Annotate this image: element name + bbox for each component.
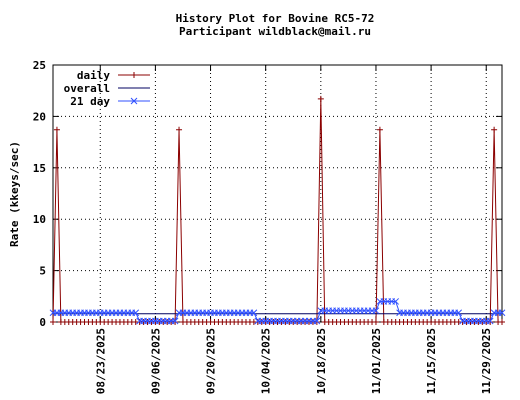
point-marker [53, 126, 60, 133]
x-tick-label: 11/01/2025 [370, 328, 383, 394]
x-tick-label: 10/18/2025 [315, 328, 328, 394]
chart-subtitle: Participant wildblack@mail.ru [179, 25, 371, 38]
x-tick-label: 10/04/2025 [260, 328, 273, 394]
point-marker [171, 317, 179, 325]
x-tick-label: 09/20/2025 [205, 328, 218, 394]
chart-title: History Plot for Bovine RC5-72 [176, 12, 375, 25]
point-marker [250, 309, 258, 317]
y-tick-label: 10 [33, 213, 46, 226]
x-tick-label: 11/15/2025 [425, 328, 438, 394]
legend-label: daily [77, 69, 110, 82]
plot-frame [52, 64, 503, 323]
point-marker [313, 317, 321, 325]
legend-label: overall [64, 82, 110, 95]
series-line [52, 98, 502, 323]
point-marker [486, 317, 494, 325]
point-marker [50, 319, 56, 325]
point-marker [176, 126, 183, 133]
point-marker [317, 95, 324, 102]
point-marker [132, 309, 140, 317]
y-tick-label: 25 [33, 59, 46, 72]
x-tick-label: 09/06/2025 [149, 328, 162, 394]
y-tick-label: 0 [39, 316, 46, 329]
x-tick-label: 11/29/2025 [480, 328, 493, 394]
point-marker [392, 298, 400, 305]
legend-label: 21 day [70, 95, 110, 108]
y-tick-label: 15 [33, 162, 46, 175]
legend-marker [130, 97, 138, 105]
legend-marker [131, 72, 137, 78]
point-marker [498, 309, 506, 317]
x-tick-label: 08/23/2025 [94, 328, 107, 394]
point-marker [499, 319, 505, 325]
point-marker [376, 126, 383, 133]
point-marker [372, 319, 379, 325]
y-tick-label: 20 [33, 110, 46, 123]
point-marker [455, 309, 463, 317]
y-axis-label: Rate (kkeys/sec) [8, 141, 21, 247]
series-line [53, 300, 502, 322]
y-tick-label: 5 [39, 265, 46, 278]
point-marker [372, 307, 380, 315]
point-marker [491, 126, 498, 133]
